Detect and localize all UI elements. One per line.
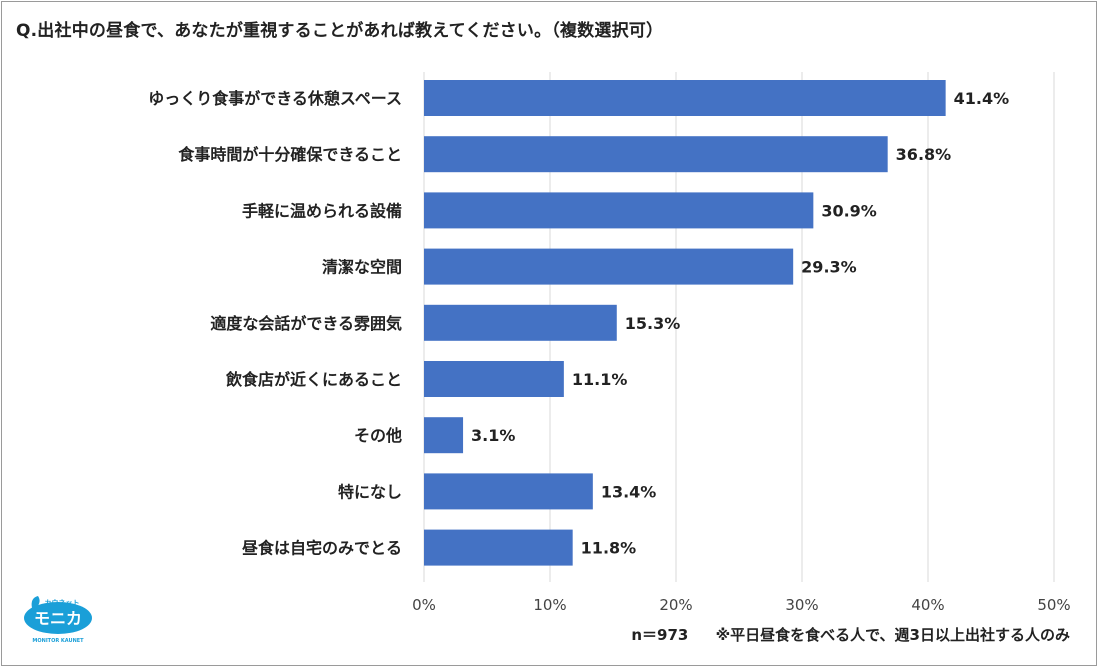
- data-label: 15.3%: [625, 314, 681, 333]
- chart-title: Q.出社中の昼食で、あなたが重視することがあれば教えてください。（複数選択可）: [16, 21, 664, 41]
- category-label: 清潔な空間: [322, 258, 402, 277]
- data-label: 41.4%: [954, 89, 1010, 108]
- x-tick-label: 0%: [412, 596, 436, 614]
- bar: [424, 529, 573, 566]
- data-label: 29.3%: [801, 258, 857, 277]
- logo-badge: [24, 602, 92, 634]
- x-tick-label: 10%: [533, 596, 566, 614]
- logo-top-text: カウネット: [45, 598, 80, 607]
- logo-bottom-text: MONITOR KAUNET: [32, 638, 84, 644]
- footnote: n＝973 ※平日昼食を食べる人で、週3日以上出社する人のみ: [631, 624, 1070, 645]
- category-label: 手軽に温められる設備: [242, 201, 402, 220]
- x-tick-label: 30%: [785, 596, 818, 614]
- category-label: 適度な会話ができる雰囲気: [210, 314, 402, 333]
- x-tick-label: 20%: [659, 596, 692, 614]
- x-tick-label: 50%: [1037, 596, 1070, 614]
- category-label: 特になし: [338, 482, 402, 501]
- category-label: 食事時間が十分確保できること: [177, 145, 402, 164]
- sample-size: n＝973: [631, 626, 689, 644]
- bar: [424, 304, 617, 341]
- sample-condition: ※平日昼食を食べる人で、週3日以上出社する人のみ: [715, 626, 1070, 644]
- data-label: 11.8%: [581, 539, 637, 558]
- x-tick-label: 40%: [911, 596, 944, 614]
- category-label: 飲食店が近くにあること: [225, 370, 402, 389]
- monika-logo: カウネット モニカ MONITOR KAUNET: [24, 596, 92, 644]
- category-label: ゆっくり食事ができる休憩スペース: [148, 89, 402, 108]
- bar: [424, 248, 794, 285]
- bar: [424, 192, 814, 229]
- data-label: 3.1%: [471, 426, 515, 445]
- data-label: 30.9%: [821, 201, 877, 220]
- logo-main-text: モニカ: [34, 609, 82, 628]
- data-label: 36.8%: [896, 145, 952, 164]
- bar: [424, 473, 593, 510]
- data-label: 11.1%: [572, 370, 628, 389]
- bar: [424, 361, 564, 397]
- bar: [424, 417, 464, 454]
- category-label: その他: [354, 426, 402, 445]
- bar: [424, 80, 946, 116]
- data-label: 13.4%: [601, 482, 657, 501]
- bar: [424, 136, 888, 173]
- logo-leaf-icon: [31, 596, 40, 608]
- category-label: 昼食は自宅のみでとる: [241, 539, 402, 558]
